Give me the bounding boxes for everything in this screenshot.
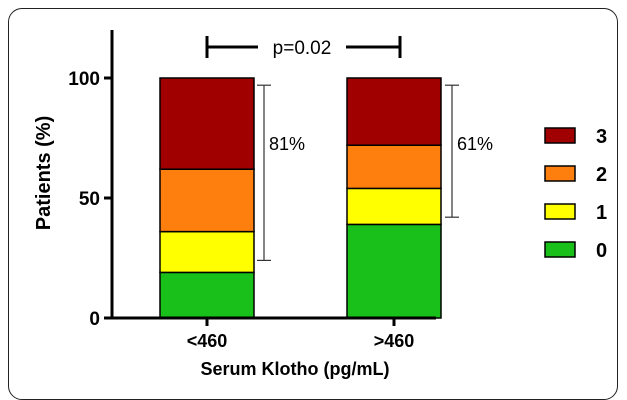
legend-swatch-3 [544,127,576,144]
bar-segment-1-series-0 [346,223,442,319]
bar-segment-0-series-2 [159,168,255,233]
range-bracket-label: 61% [457,134,493,154]
bar-segment-0-series-1 [159,230,255,274]
bar-segment-1-series-2 [346,144,442,190]
x-tick-label: <460 [187,331,228,351]
stacked-bar-chart: 0 50 100 <460 >460 Patients (%) Serum Kloth… [33,30,607,379]
y-tick-label: 0 [89,309,100,330]
legend-swatch-2 [544,165,576,182]
legend-label-3: 3 [596,126,607,148]
bar-segment-0-series-3 [159,77,255,170]
x-axis-label: Serum Klotho (pg/mL) [201,359,390,379]
bar-segment-1-series-3 [346,77,442,146]
legend-swatch-1 [544,203,576,220]
legend-label-1: 1 [596,202,607,224]
bars-layer [159,77,442,319]
legend-swatch-0 [544,241,576,258]
x-tick-label: >460 [374,331,415,351]
y-tick-label: 50 [79,189,100,210]
legend-label-2: 2 [596,164,607,186]
y-ticks: 0 50 100 [68,69,112,330]
x-ticks: <460 >460 [187,318,415,351]
range-bracket-label: 81% [269,134,305,154]
legend-label-0: 0 [596,240,607,262]
legend: 3 2 1 0 [544,126,607,262]
y-tick-label: 100 [68,69,100,90]
annotations-layer: p=0.02 81% 61% [205,36,493,261]
y-axis-label: Patients (%) [33,116,55,230]
bar-segment-1-series-1 [346,187,442,226]
bar-segment-0-series-0 [159,271,255,319]
p-value-label: p=0.02 [273,38,332,59]
